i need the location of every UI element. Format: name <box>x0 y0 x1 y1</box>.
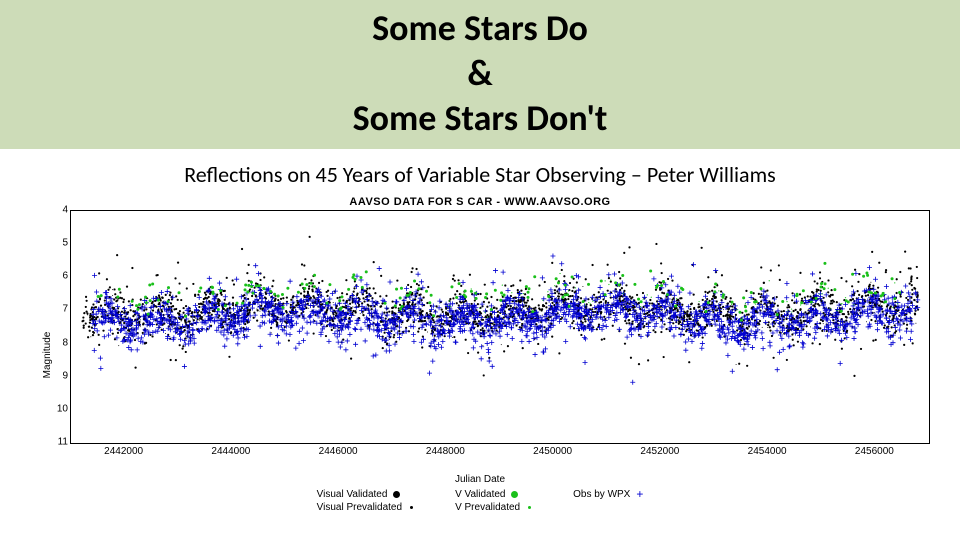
legend-marker-circle <box>511 491 518 498</box>
title-banner: Some Stars Do & Some Stars Don't <box>0 0 960 149</box>
title-line-1: Some Stars Do <box>0 6 960 51</box>
chart-title: AAVSO DATA FOR S CAR - WWW.AAVSO.ORG <box>20 196 940 208</box>
scatter-points <box>71 211 929 443</box>
subtitle: Reflections on 45 Years of Variable Star… <box>0 161 960 188</box>
legend-visual-prevalidated: Visual Prevalidated <box>317 502 415 513</box>
title-line-2: & <box>0 51 960 96</box>
title-line-3: Some Stars Don't <box>0 96 960 141</box>
lightcurve-chart: AAVSO DATA FOR S CAR - WWW.AAVSO.ORG Mag… <box>20 196 940 513</box>
legend-visual-validated: Visual Validated <box>317 489 415 500</box>
legend-marker-circle <box>393 491 400 498</box>
legend-marker-dot <box>410 506 413 509</box>
plot-area <box>70 210 930 444</box>
legend-v-prevalidated: V Prevalidated <box>455 502 533 513</box>
legend-v-validated: V Validated <box>455 489 533 500</box>
x-axis-ticks: 2442000244400024460002448000245000024520… <box>70 444 930 458</box>
x-axis-label: Julian Date <box>20 474 940 485</box>
legend-marker-plus: + <box>636 491 643 498</box>
chart-legend: Visual Validated Visual Prevalidated V V… <box>20 489 940 513</box>
legend-obs-by-wpx: Obs by WPX + <box>573 489 643 500</box>
legend-marker-dot <box>528 506 531 509</box>
